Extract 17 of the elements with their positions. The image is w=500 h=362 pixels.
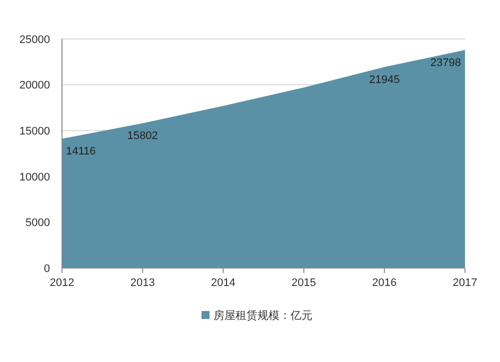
x-tick-label: 2015 [292,277,316,289]
x-tick-label: 2012 [50,277,74,289]
x-tick-label: 2016 [372,277,397,289]
data-label: 15802 [127,130,158,142]
legend-label: 房屋租赁规模：亿元 [214,308,312,322]
y-tick-label: 10000 [19,171,50,184]
y-tick-label: 15000 [19,125,50,138]
x-tick-label: 2014 [210,277,236,289]
y-tick-label: 5000 [26,217,50,230]
data-label: 23798 [430,56,461,69]
data-label: 14116 [66,146,96,158]
y-tick-label: 25000 [19,34,50,46]
x-tick-label: 2017 [452,277,478,289]
y-tick-label: 0 [44,262,50,275]
data-label: 21945 [369,74,400,86]
y-tick-label: 20000 [19,80,50,92]
x-tick-label: 2013 [130,277,155,289]
